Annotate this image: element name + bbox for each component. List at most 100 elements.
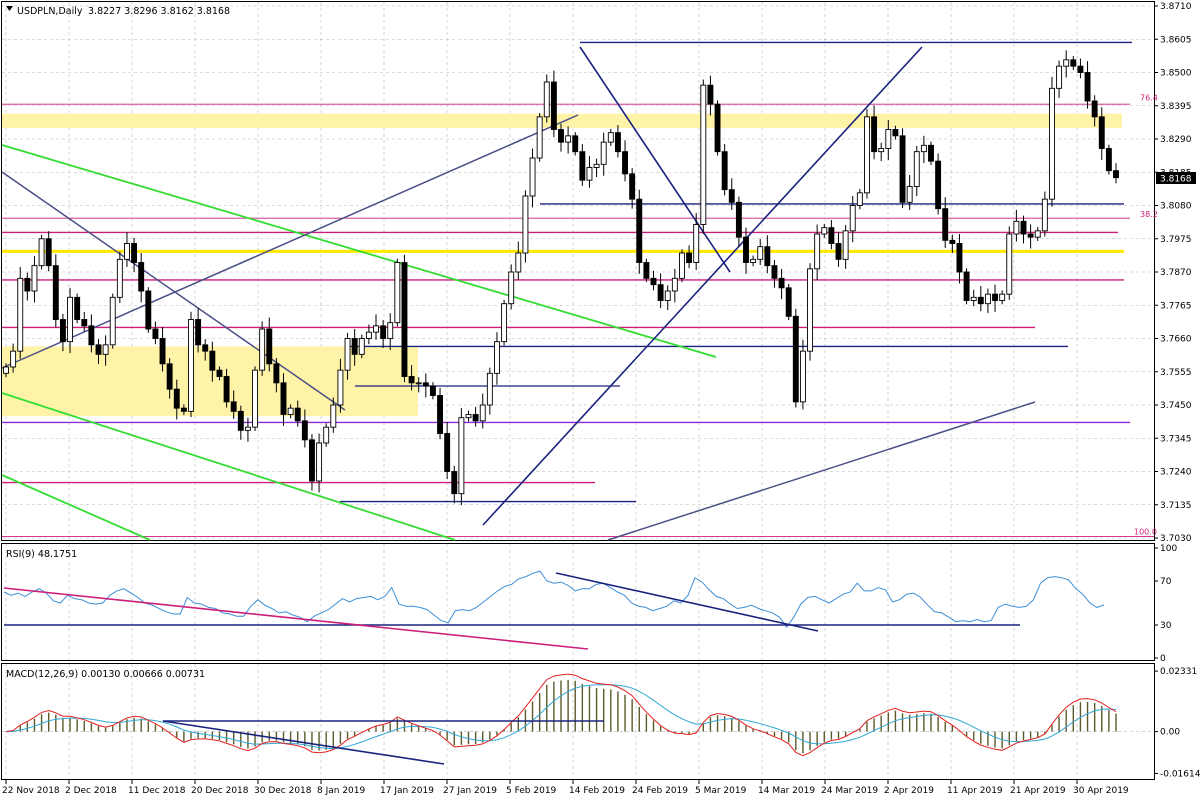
- candle-body: [408, 376, 415, 384]
- time-tick-label: 11 Apr 2019: [947, 786, 1003, 796]
- rsi-pane-frame: [1, 543, 1155, 661]
- candle-body: [301, 420, 308, 441]
- candle-body: [721, 151, 728, 191]
- candle-body: [963, 271, 970, 301]
- candle-body: [330, 404, 337, 428]
- candle-body: [1013, 220, 1020, 235]
- candle-body: [109, 296, 116, 346]
- candle-body: [166, 363, 173, 390]
- candle-body: [259, 328, 266, 371]
- candle-body: [828, 227, 835, 244]
- candle-body: [679, 252, 685, 279]
- candle-body: [237, 410, 244, 431]
- candle-body: [928, 144, 934, 162]
- candle-body: [750, 258, 757, 263]
- rsi-tick-label: 0: [1160, 654, 1166, 664]
- candle-body: [757, 246, 764, 260]
- time-tick-label: 21 Apr 2019: [1010, 786, 1066, 796]
- candle-body: [856, 192, 863, 206]
- candle-body: [878, 148, 885, 153]
- price-tick-label: 3.7765: [1160, 301, 1192, 311]
- candle-body: [124, 243, 130, 260]
- candle-body: [942, 208, 949, 241]
- candle-body: [1084, 72, 1091, 102]
- candle-body: [273, 363, 280, 384]
- candle-body: [173, 388, 180, 409]
- candle-body: [906, 186, 913, 203]
- candle-body: [465, 414, 472, 419]
- candle-body: [437, 395, 443, 434]
- candle-body: [17, 277, 24, 352]
- candle-body: [479, 404, 486, 422]
- candle-body: [579, 151, 586, 181]
- candle-body: [280, 382, 287, 415]
- candle-body: [309, 439, 315, 482]
- price-tick-label: 3.7870: [1160, 268, 1192, 278]
- price-tick-label: 3.7030: [1160, 534, 1192, 544]
- candle-body: [152, 328, 159, 339]
- candle-body: [1070, 59, 1077, 67]
- slate-downtrend: [1, 171, 346, 411]
- candle-body: [1113, 170, 1119, 179]
- candle-body: [671, 277, 678, 292]
- price-tick-label: 3.8605: [1160, 35, 1192, 45]
- time-tick-label: 14 Feb 2019: [569, 786, 625, 796]
- candle-body: [494, 341, 500, 374]
- candle-body: [999, 293, 1006, 301]
- time-tick-label: 5 Mar 2019: [695, 786, 747, 796]
- navy-uptrend: [482, 46, 923, 526]
- candle-body: [401, 262, 408, 377]
- candle-body: [52, 265, 59, 320]
- candle-body: [294, 407, 301, 422]
- time-tick-label: 2 Dec 2018: [65, 786, 117, 796]
- trendlines: 76.4 38.2 100.0: [1, 41, 1158, 541]
- macd-indicator: 0.02331 0.00 -0.01614: [2, 667, 1200, 779]
- candle-body: [394, 262, 401, 324]
- candle-body: [799, 350, 806, 403]
- rsi-tick-label: 100: [1160, 544, 1177, 554]
- price-tick-label: 3.7660: [1160, 335, 1192, 345]
- candle-body: [693, 224, 700, 263]
- price-tick-label: 3.8290: [1160, 135, 1192, 145]
- candle-body: [59, 319, 66, 343]
- candle-body: [501, 303, 508, 343]
- candle-body: [735, 201, 742, 238]
- price-tick-label: 3.7975: [1160, 235, 1192, 245]
- candle-body: [31, 265, 38, 292]
- candle-body: [458, 417, 465, 495]
- candle-body: [1063, 59, 1070, 67]
- green-channel-lower: [1, 474, 151, 541]
- candle-body: [387, 322, 394, 339]
- yellow-zone: [2, 113, 1122, 128]
- candle-body: [486, 372, 493, 406]
- rsi-tick-label: 30: [1160, 621, 1172, 631]
- candle-body: [529, 157, 536, 197]
- candle-body: [116, 258, 123, 298]
- candle-body: [643, 262, 650, 279]
- candle-body: [707, 84, 714, 105]
- macd-divergence-line: [162, 720, 445, 765]
- candle-body: [180, 407, 187, 412]
- candle-body: [415, 382, 422, 385]
- candle-body: [244, 426, 251, 431]
- price-tick-label: 3.7450: [1160, 401, 1192, 411]
- candle-body: [202, 344, 209, 352]
- candle-body: [536, 116, 543, 159]
- candle-body: [472, 414, 479, 422]
- price-tick-label: 3.7135: [1160, 501, 1192, 511]
- fib-label: 100.0: [1134, 527, 1157, 536]
- candle-body: [885, 129, 892, 149]
- candle-body: [230, 401, 237, 412]
- candle-body: [714, 103, 721, 153]
- candle-body: [700, 84, 707, 225]
- slate-support-trend: [607, 401, 1036, 541]
- time-axis: 22 Nov 2018 2 Dec 2018 11 Dec 2018 20 Dec 2…: [2, 780, 1129, 796]
- candle-body: [586, 167, 593, 181]
- candle-body: [188, 319, 194, 412]
- collapse-triangle-icon[interactable]: [6, 6, 13, 11]
- candle-body: [515, 252, 522, 273]
- time-tick-label: 11 Dec 2018: [128, 786, 186, 796]
- candle-body: [558, 129, 564, 143]
- candle-body: [266, 328, 273, 365]
